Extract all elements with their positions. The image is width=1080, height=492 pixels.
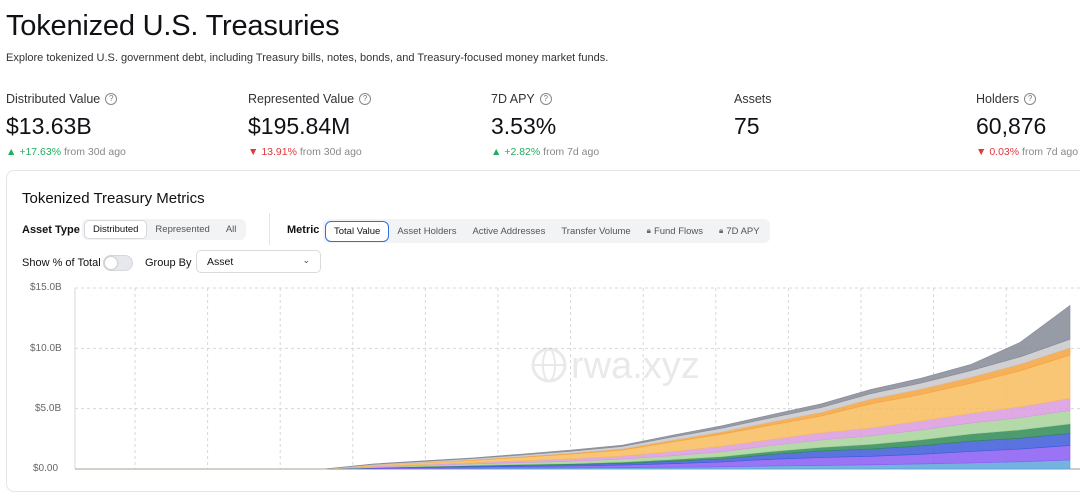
stat-change: ▲ +17.63% from 30d ago: [6, 146, 126, 158]
arrow-down-icon: ▼: [976, 146, 987, 158]
stat-value: 3.53%: [491, 113, 557, 139]
stat-label: Holders: [976, 92, 1020, 106]
stat-assets: Assets 75: [734, 92, 772, 140]
stat-label: Distributed Value: [6, 92, 101, 106]
info-icon[interactable]: ?: [1024, 93, 1037, 105]
stat-value: 75: [734, 113, 760, 139]
toggle-knob: [105, 257, 117, 269]
metric-option-7d-apy[interactable]: 🔒︎ 7D APY: [719, 225, 760, 237]
divider: [269, 213, 270, 245]
lock-icon: 🔒︎: [646, 226, 651, 235]
stat-value: $13.63B: [6, 113, 92, 139]
info-icon[interactable]: ?: [359, 93, 372, 105]
y-tick-label: $15.0B: [30, 282, 62, 293]
metric-segmented-control: Total Value Asset Holders Active Address…: [323, 219, 770, 243]
stat-change: ▼ 13.91% from 30d ago: [248, 146, 362, 158]
y-tick-label: $5.0B: [35, 403, 62, 414]
stat-distributed-value: Distributed Value? $13.63B ▲ +17.63% fro…: [6, 92, 126, 158]
stat-label: Represented Value: [248, 92, 355, 106]
metric-option-total-value[interactable]: Total Value: [325, 220, 390, 242]
page-title: Tokenized U.S. Treasuries: [6, 10, 340, 42]
metric-option-fund-flows[interactable]: 🔒︎ Fund Flows: [646, 225, 704, 237]
arrow-down-icon: ▼: [248, 146, 259, 158]
info-icon[interactable]: ?: [539, 93, 552, 105]
metrics-card: Tokenized Treasury Metrics Asset Type Di…: [6, 170, 1080, 492]
metric-option-active-addresses[interactable]: Active Addresses: [472, 225, 546, 237]
y-tick-label: $10.0B: [30, 343, 62, 354]
arrow-up-icon: ▲: [491, 146, 502, 158]
info-icon[interactable]: ?: [105, 93, 118, 105]
asset-type-option-distributed[interactable]: Distributed: [84, 220, 148, 239]
asset-type-option-all[interactable]: All: [225, 224, 237, 235]
card-title: Tokenized Treasury Metrics: [22, 190, 205, 207]
group-by-value: Asset: [207, 255, 234, 268]
lock-icon: 🔒︎: [719, 226, 724, 235]
stat-change: ▲ +2.82% from 7d ago: [491, 146, 600, 158]
asset-type-option-represented[interactable]: Represented: [155, 224, 210, 235]
stat-value: $195.84M: [248, 113, 351, 139]
page-subtitle: Explore tokenized U.S. government debt, …: [6, 52, 609, 64]
stat-label: Assets: [734, 92, 772, 106]
stat-represented-value: Represented Value? $195.84M ▼ 13.91% fro…: [248, 92, 372, 158]
y-tick-label: $0.00: [33, 463, 59, 474]
chevron-down-icon: ⌄: [302, 255, 310, 265]
stat-change: ▼ 0.03% from 7d ago: [976, 146, 1079, 158]
group-by-select[interactable]: Asset ⌄: [196, 250, 321, 273]
show-percent-label: Show % of Total: [22, 257, 101, 269]
show-percent-toggle[interactable]: [103, 255, 133, 271]
stat-label: 7D APY: [491, 92, 535, 106]
group-by-label: Group By: [145, 257, 192, 269]
metric-option-asset-holders[interactable]: Asset Holders: [397, 225, 457, 237]
stat-value: 60,876: [976, 113, 1047, 139]
stat-holders: Holders? 60,876 ▼ 0.03% from 7d ago: [976, 92, 1078, 158]
arrow-up-icon: ▲: [6, 146, 17, 158]
asset-type-label: Asset Type: [22, 224, 80, 236]
metric-label: Metric: [287, 224, 320, 236]
asset-type-segmented-control: Distributed Represented All: [82, 219, 247, 240]
stat-7d-apy: 7D APY? 3.53% ▲ +2.82% from 7d ago: [491, 92, 599, 158]
metric-option-transfer-volume[interactable]: Transfer Volume: [561, 225, 631, 237]
